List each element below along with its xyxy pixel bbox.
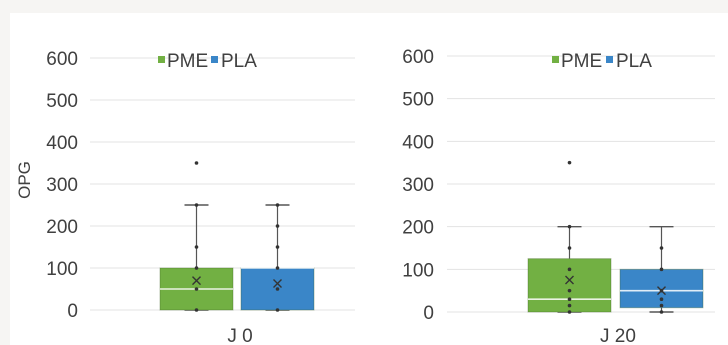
- legend: PME PLA: [552, 51, 652, 72]
- legend-swatch-pme: [158, 56, 165, 63]
- data-point: [276, 266, 280, 270]
- data-point: [276, 203, 280, 207]
- legend-label-pme: PME: [561, 51, 602, 72]
- legend-label-pla: PLA: [221, 51, 257, 72]
- data-point: [660, 310, 664, 314]
- data-point: [276, 287, 280, 291]
- data-point: [568, 297, 572, 301]
- y-tick-label: 500: [402, 90, 434, 111]
- data-point: [568, 310, 572, 314]
- data-point: [568, 246, 572, 250]
- y-tick-label: 0: [67, 301, 78, 322]
- data-point: [195, 161, 199, 165]
- data-point: [660, 297, 664, 301]
- data-point: [195, 266, 199, 270]
- y-tick-labels: 0 100 200 300 400 500 600: [46, 49, 78, 322]
- data-point: [568, 304, 572, 308]
- box-pla: [620, 269, 703, 307]
- data-point: [568, 225, 572, 229]
- data-point: [276, 245, 280, 249]
- chart-panel-j0: 0 100 200 300 400 500 600 OPG J 0 PME PLA: [15, 49, 355, 345]
- legend: PME PLA: [158, 51, 257, 72]
- y-tick-label: 300: [46, 175, 78, 196]
- y-tick-label: 500: [46, 91, 78, 112]
- y-tick-label: 100: [46, 259, 78, 280]
- y-tick-label: 200: [402, 218, 434, 239]
- x-category-label: J 20: [600, 326, 636, 345]
- data-point: [660, 304, 664, 308]
- data-point: [568, 161, 572, 165]
- legend-swatch-pla: [211, 56, 218, 63]
- legend-label-pme: PME: [167, 51, 208, 72]
- y-tick-label: 400: [402, 132, 434, 153]
- y-tick-label: 300: [402, 175, 434, 196]
- legend-swatch-pla: [606, 56, 613, 63]
- y-tick-label: 600: [46, 49, 78, 70]
- y-tick-label: 400: [46, 133, 78, 154]
- data-point: [276, 308, 280, 312]
- y-tick-labels: 0 100 200 300 400 500 600: [402, 47, 434, 324]
- data-point: [195, 203, 199, 207]
- legend-label-pla: PLA: [616, 51, 652, 72]
- data-point: [568, 268, 572, 272]
- y-tick-label: 100: [402, 260, 434, 281]
- y-axis-label: OPG: [15, 161, 34, 199]
- chart-panel-j20: 0 100 200 300 400 500 600 J 20 PME PLA: [402, 47, 715, 345]
- data-point: [568, 289, 572, 293]
- x-category-label: J 0: [227, 326, 252, 345]
- y-tick-label: 600: [402, 47, 434, 68]
- data-point: [276, 224, 280, 228]
- data-point: [195, 287, 199, 291]
- y-tick-label: 0: [423, 303, 434, 324]
- legend-swatch-pme: [552, 56, 559, 63]
- data-point: [195, 308, 199, 312]
- y-tick-label: 200: [46, 217, 78, 238]
- data-point: [660, 246, 664, 250]
- data-point: [195, 245, 199, 249]
- data-point: [660, 268, 664, 272]
